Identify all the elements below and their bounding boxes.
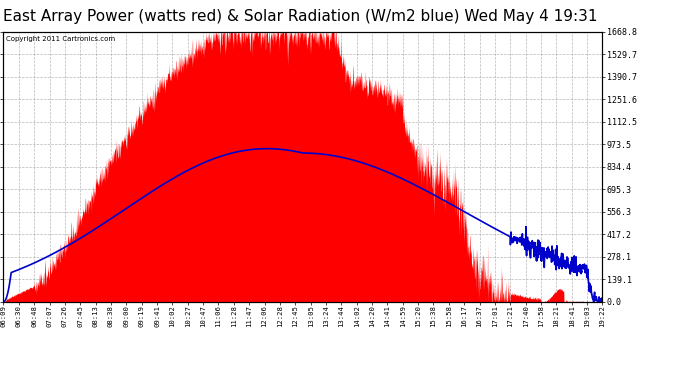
Text: East Array Power (watts red) & Solar Radiation (W/m2 blue) Wed May 4 19:31: East Array Power (watts red) & Solar Rad… bbox=[3, 9, 598, 24]
Text: Copyright 2011 Cartronics.com: Copyright 2011 Cartronics.com bbox=[6, 36, 115, 42]
